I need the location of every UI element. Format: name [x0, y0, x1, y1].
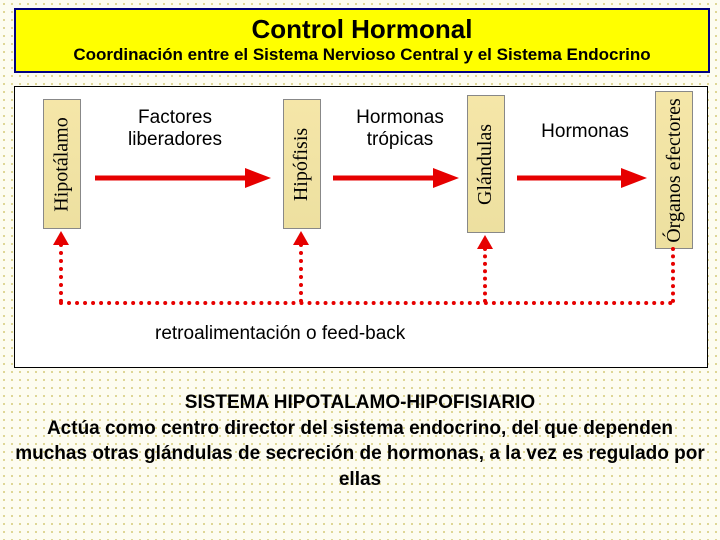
- feedback-line-v-organos: [671, 247, 675, 303]
- bottom-text: SISTEMA HIPOTALAMO-HIPOFISIARIO Actúa co…: [14, 390, 706, 493]
- label-factores: Factores liberadores: [105, 107, 245, 151]
- feedback-label: retroalimentación o feed-back: [155, 323, 405, 345]
- box-label: Órganos efectores: [663, 98, 686, 243]
- feedback-arrow-glandulas: [477, 235, 493, 249]
- box-glandulas: Glándulas: [467, 95, 505, 233]
- page-title: Control Hormonal: [16, 14, 708, 45]
- box-label: Glándulas: [475, 123, 498, 204]
- page-subtitle: Coordinación entre el Sistema Nervioso C…: [16, 45, 708, 65]
- box-label: Hipófisis: [291, 127, 314, 200]
- bottom-line1: SISTEMA HIPOTALAMO-HIPOFISIARIO: [185, 392, 535, 413]
- feedback-arrow-hipofisis: [293, 231, 309, 245]
- box-label: Hipotálamo: [51, 117, 74, 211]
- arrow-2: [333, 165, 461, 191]
- feedback-arrow-hipotalamo: [53, 231, 69, 245]
- arrow-1: [95, 165, 275, 191]
- feedback-line-h: [59, 301, 673, 305]
- label-hormonas: Hormonas: [525, 121, 645, 143]
- feedback-line-v-hipotalamo: [59, 243, 63, 303]
- label-tropicas: Hormonas trópicas: [335, 107, 465, 151]
- arrow-3: [517, 165, 649, 191]
- box-hipofisis: Hipófisis: [283, 99, 321, 229]
- title-box: Control Hormonal Coordinación entre el S…: [14, 8, 710, 73]
- box-hipotalamo: Hipotálamo: [43, 99, 81, 229]
- box-organos: Órganos efectores: [655, 91, 693, 249]
- diagram-panel: Hipotálamo Hipófisis Glándulas Órganos e…: [14, 86, 708, 368]
- feedback-line-v-hipofisis: [299, 243, 303, 303]
- feedback-line-v-glandulas: [483, 247, 487, 303]
- bottom-line2: Actúa como centro director del sistema e…: [15, 418, 705, 490]
